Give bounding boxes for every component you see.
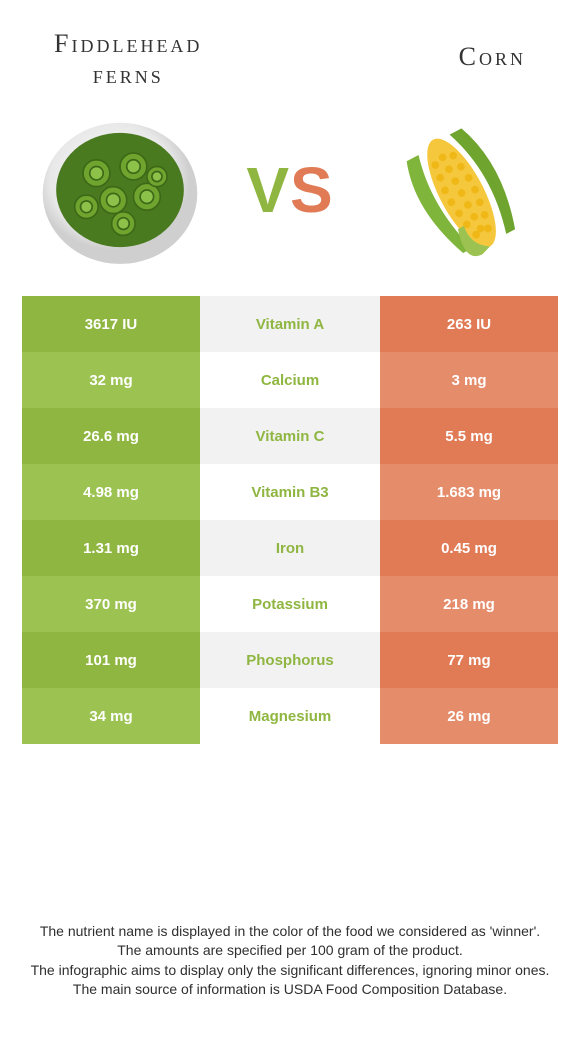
- table-row: 34 mgMagnesium26 mg: [22, 688, 558, 744]
- cell-mid: Vitamin C: [200, 408, 380, 464]
- cell-mid: Vitamin A: [200, 296, 380, 352]
- cell-left: 3617 IU: [22, 296, 200, 352]
- title-right: Corn: [459, 42, 526, 72]
- images-row: VS: [0, 90, 580, 296]
- cell-left: 4.98 mg: [22, 464, 200, 520]
- footer-line-1: The nutrient name is displayed in the co…: [26, 922, 554, 942]
- table-row: 4.98 mgVitamin B31.683 mg: [22, 464, 558, 520]
- corn-image: [376, 106, 544, 274]
- cell-mid: Calcium: [200, 352, 380, 408]
- nutrient-table: 3617 IUVitamin A263 IU32 mgCalcium3 mg26…: [22, 296, 558, 744]
- cell-mid: Phosphorus: [200, 632, 380, 688]
- cell-right: 5.5 mg: [380, 408, 558, 464]
- cell-mid: Potassium: [200, 576, 380, 632]
- cell-right: 3 mg: [380, 352, 558, 408]
- cell-left: 370 mg: [22, 576, 200, 632]
- title-left-line1: Fiddlehead: [54, 29, 202, 58]
- cell-left: 101 mg: [22, 632, 200, 688]
- cell-right: 26 mg: [380, 688, 558, 744]
- table-row: 3617 IUVitamin A263 IU: [22, 296, 558, 352]
- footer-line-2: The amounts are specified per 100 gram o…: [26, 941, 554, 961]
- footer-line-4: The main source of information is USDA F…: [26, 980, 554, 1000]
- table-row: 101 mgPhosphorus77 mg: [22, 632, 558, 688]
- cell-left: 1.31 mg: [22, 520, 200, 576]
- table-row: 1.31 mgIron0.45 mg: [22, 520, 558, 576]
- cell-right: 0.45 mg: [380, 520, 558, 576]
- title-left-line2: ferns: [93, 60, 164, 89]
- cell-right: 218 mg: [380, 576, 558, 632]
- cell-left: 34 mg: [22, 688, 200, 744]
- header: Fiddlehead ferns Corn: [0, 0, 580, 90]
- table-row: 32 mgCalcium3 mg: [22, 352, 558, 408]
- vs-label: VS: [246, 153, 333, 227]
- vs-s: S: [290, 154, 334, 226]
- cell-mid: Magnesium: [200, 688, 380, 744]
- footer-line-3: The infographic aims to display only the…: [26, 961, 554, 981]
- title-left: Fiddlehead ferns: [54, 28, 202, 90]
- cell-right: 77 mg: [380, 632, 558, 688]
- footer: The nutrient name is displayed in the co…: [0, 922, 580, 1000]
- table-row: 370 mgPotassium218 mg: [22, 576, 558, 632]
- cell-right: 1.683 mg: [380, 464, 558, 520]
- cell-left: 26.6 mg: [22, 408, 200, 464]
- cell-left: 32 mg: [22, 352, 200, 408]
- cell-right: 263 IU: [380, 296, 558, 352]
- cell-mid: Vitamin B3: [200, 464, 380, 520]
- vs-v: V: [246, 154, 290, 226]
- table-row: 26.6 mgVitamin C5.5 mg: [22, 408, 558, 464]
- fiddlehead-image: [36, 106, 204, 274]
- cell-mid: Iron: [200, 520, 380, 576]
